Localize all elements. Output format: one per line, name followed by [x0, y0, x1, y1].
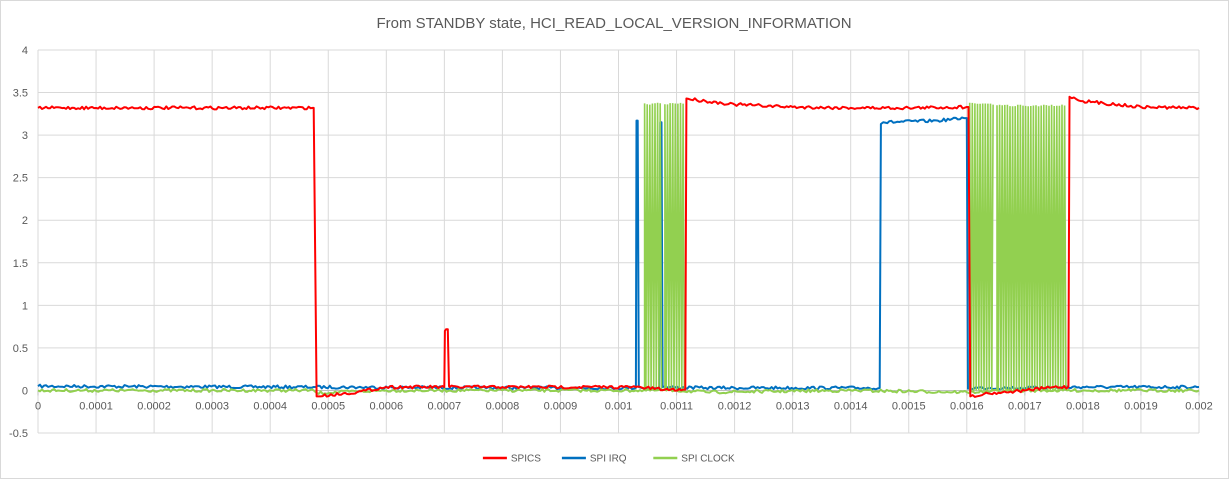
chart-title: From STANDBY state, HCI_READ_LOCAL_VERSI…	[376, 15, 851, 32]
x-tick-label: 0.0001	[79, 400, 113, 412]
x-tick-label: 0.0014	[834, 400, 868, 412]
x-tick-label: 0.0002	[137, 400, 171, 412]
clock-burst-spi-clock	[643, 102, 663, 391]
x-tick-label: 0.001	[605, 400, 633, 412]
x-tick-label: 0.0008	[486, 400, 520, 412]
x-tick-label: 0.0016	[950, 400, 984, 412]
y-tick-label: 1.5	[13, 258, 28, 270]
y-tick-label: 3	[22, 130, 28, 142]
x-tick-label: 0.0006	[369, 400, 403, 412]
x-tick-label: 0.0009	[544, 400, 578, 412]
clock-burst-spi-clock	[996, 104, 1067, 392]
series-lines	[37, 95, 1200, 398]
legend-label-spi-irq: SPI IRQ	[590, 454, 627, 465]
clock-burst-spi-clock	[968, 102, 994, 392]
x-tick-label: 0.0003	[195, 400, 229, 412]
y-tick-label: 1	[22, 300, 28, 312]
y-tick-label: -0.5	[9, 428, 28, 440]
x-tick-label: 0.0013	[776, 400, 810, 412]
x-tick-label: 0.0018	[1066, 400, 1100, 412]
y-tick-label: 0.5	[13, 343, 28, 355]
series-line-spics	[37, 95, 1200, 398]
x-tick-label: 0.002	[1185, 400, 1213, 412]
x-axis-ticks: 0 0.0001 0.0002 0.0003 0.0004 0.0005 0.0006 0.0…	[35, 400, 1213, 412]
y-tick-label: 3.5	[13, 88, 28, 100]
legend-label-spi-clock: SPI CLOCK	[681, 454, 735, 465]
x-tick-label: 0.0017	[1008, 400, 1042, 412]
clock-burst-spi-clock	[664, 102, 686, 392]
x-tick-label: 0.0015	[892, 400, 926, 412]
x-tick-label: 0.0005	[311, 400, 345, 412]
legend-label-spics: SPICS	[511, 454, 541, 465]
y-tick-label: 2.5	[13, 173, 28, 185]
x-tick-label: 0.0004	[253, 400, 287, 412]
x-tick-label: 0.0019	[1124, 400, 1158, 412]
x-tick-label: 0.0007	[428, 400, 462, 412]
x-tick-label: 0.0011	[660, 400, 693, 412]
y-tick-label: 0	[22, 385, 28, 397]
legend: SPICS SPI IRQ SPI CLOCK	[482, 454, 735, 465]
x-tick-label: 0.0012	[718, 400, 752, 412]
y-axis-ticks: -0.5 0 0.5 1 1.5 2 2.5 3 3.5 4	[9, 45, 28, 440]
y-tick-label: 4	[22, 45, 28, 57]
y-tick-label: 2	[22, 215, 28, 227]
x-tick-label: 0	[35, 400, 41, 412]
